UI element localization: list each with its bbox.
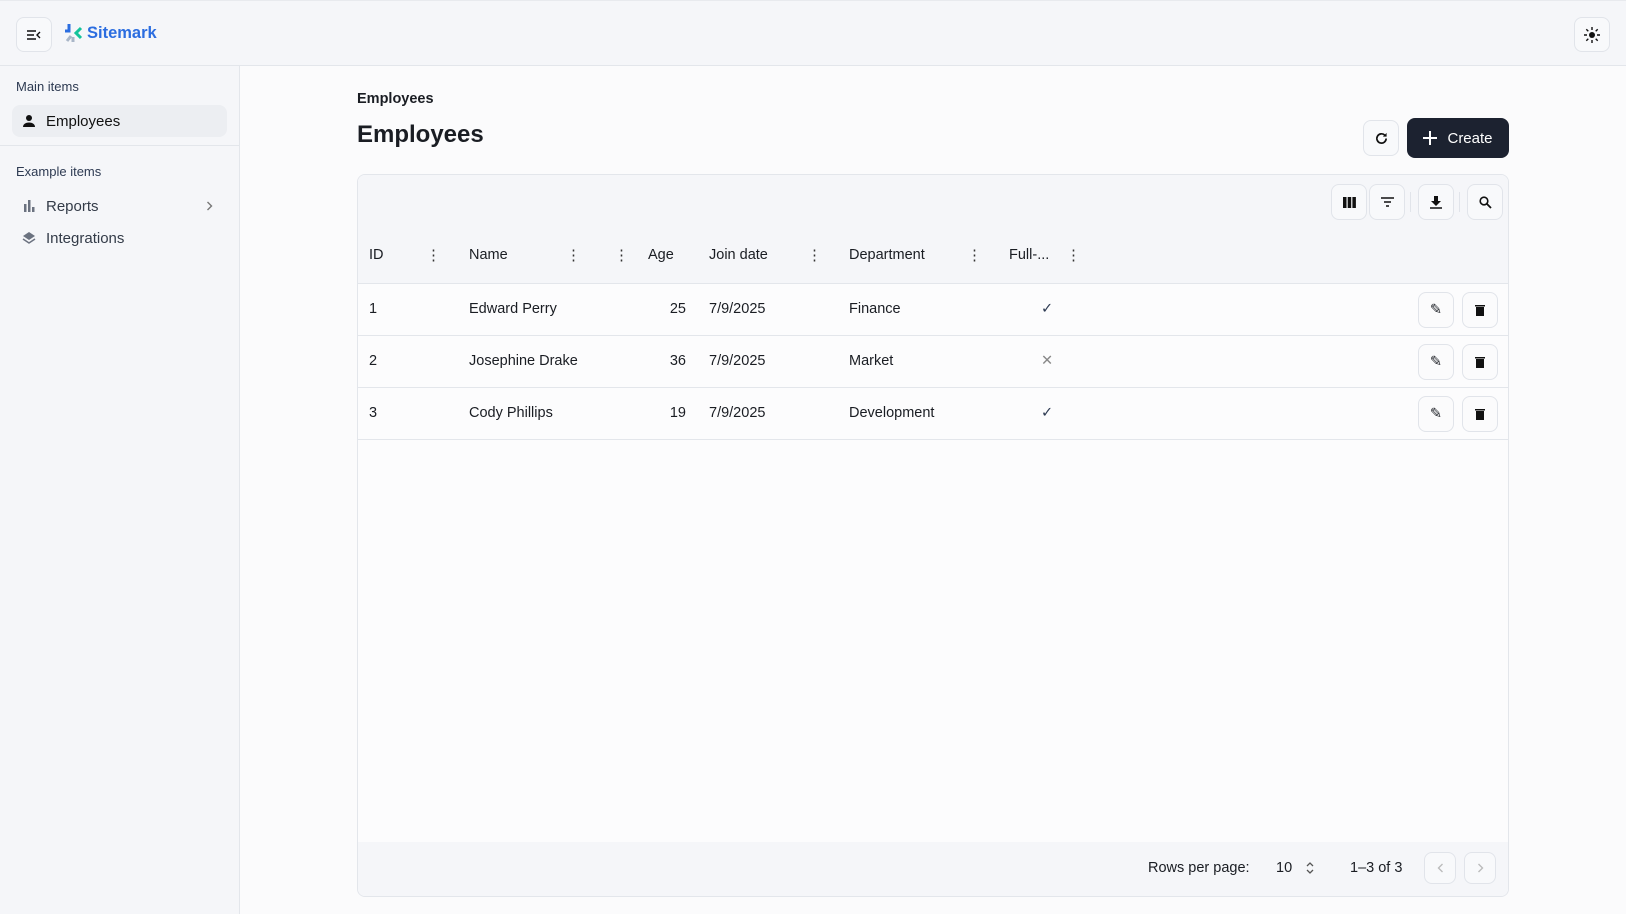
refresh-button[interactable]	[1363, 120, 1399, 156]
trash-icon	[1475, 409, 1485, 420]
toolbar-divider	[1459, 192, 1460, 212]
cell-id: 1	[369, 301, 378, 317]
brand-logo[interactable]: Sitemark	[63, 23, 157, 43]
cell-join-date: 7/9/2025	[709, 405, 766, 421]
create-button[interactable]: Create	[1407, 118, 1509, 158]
search-button[interactable]	[1467, 184, 1503, 220]
filter-button[interactable]	[1369, 184, 1405, 220]
toolbar-divider	[1410, 192, 1411, 212]
pagination-range: 1–3 of 3	[1350, 860, 1403, 876]
chevron-right-icon	[1477, 863, 1483, 873]
page-title: Employees	[357, 121, 484, 148]
delete-button[interactable]	[1462, 292, 1498, 328]
pencil-icon: ✎	[1429, 302, 1443, 318]
employees-table: ID ⋮ Name ⋮ ⋮ Age Join date ⋮ Department…	[357, 174, 1509, 897]
cell-age: 36	[669, 353, 686, 369]
sidebar-divider	[0, 145, 239, 146]
chevron-left-icon	[1437, 863, 1443, 873]
edit-button[interactable]: ✎	[1418, 292, 1454, 328]
refresh-icon	[1375, 132, 1387, 144]
column-header-name[interactable]: Name	[469, 247, 508, 263]
sidebar-item-integrations[interactable]: Integrations	[12, 222, 227, 254]
table-row[interactable]: 2 Josephine Drake 36 7/9/2025 Market ✕ ✎	[358, 336, 1508, 388]
search-icon	[1478, 195, 1492, 209]
edit-button[interactable]: ✎	[1418, 396, 1454, 432]
sidebar-item-reports[interactable]: Reports	[12, 190, 227, 222]
section-main-items: Main items	[16, 79, 79, 94]
sidebar: Main items Employees Example items Repor…	[0, 66, 240, 914]
filter-icon	[1380, 197, 1394, 207]
sidebar-item-employees[interactable]: Employees	[12, 105, 227, 137]
column-menu-icon[interactable]: ⋮	[566, 247, 581, 264]
bar-chart-icon	[24, 200, 35, 212]
column-menu-icon[interactable]: ⋮	[1066, 247, 1081, 264]
plus-icon	[1423, 131, 1438, 145]
delete-button[interactable]	[1462, 344, 1498, 380]
columns-button[interactable]	[1331, 184, 1367, 220]
previous-page-button[interactable]	[1424, 852, 1456, 884]
cell-name: Edward Perry	[469, 301, 557, 317]
rows-per-page-value: 10	[1276, 860, 1293, 876]
table-row[interactable]: 1 Edward Perry 25 7/9/2025 Finance ✓ ✎	[358, 284, 1508, 336]
cell-age: 25	[669, 301, 686, 317]
next-page-button[interactable]	[1464, 852, 1496, 884]
pencil-icon: ✎	[1429, 406, 1443, 422]
table-header: ID ⋮ Name ⋮ ⋮ Age Join date ⋮ Department…	[358, 175, 1508, 284]
pencil-icon: ✎	[1429, 354, 1443, 370]
sun-icon	[1584, 26, 1600, 43]
columns-icon	[1342, 196, 1356, 208]
create-label: Create	[1447, 129, 1493, 147]
cell-department: Market	[849, 353, 894, 369]
column-header-department[interactable]: Department	[849, 247, 925, 263]
cell-age: 19	[669, 405, 686, 421]
column-menu-icon[interactable]: ⋮	[967, 247, 982, 264]
chevron-right-icon	[207, 201, 213, 211]
export-button[interactable]	[1418, 184, 1454, 220]
column-header-id[interactable]: ID	[369, 247, 384, 263]
sidebar-item-label: Employees	[46, 112, 121, 130]
delete-button[interactable]	[1462, 396, 1498, 432]
cell-department: Finance	[849, 301, 901, 317]
brand-name: Sitemark	[87, 23, 157, 42]
trash-icon	[1475, 305, 1485, 316]
edit-button[interactable]: ✎	[1418, 344, 1454, 380]
sitemark-logo-icon	[65, 24, 83, 42]
theme-toggle-button[interactable]	[1574, 17, 1610, 52]
person-icon	[23, 115, 35, 127]
app-header: Sitemark	[0, 0, 1626, 66]
trash-icon	[1475, 357, 1485, 368]
cell-join-date: 7/9/2025	[709, 353, 766, 369]
column-menu-icon[interactable]: ⋮	[807, 247, 822, 264]
rows-per-page-select[interactable]: 10	[1276, 860, 1314, 876]
cell-join-date: 7/9/2025	[709, 301, 766, 317]
check-icon: ✓	[1041, 301, 1054, 317]
check-icon: ✓	[1041, 405, 1054, 421]
cell-name: Cody Phillips	[469, 405, 553, 421]
cell-id: 3	[369, 405, 378, 421]
column-header-join-date[interactable]: Join date	[709, 247, 768, 263]
unfold-icon	[1306, 862, 1314, 874]
table-footer: Rows per page: 10 1–3 of 3	[358, 842, 1508, 896]
collapse-menu-button[interactable]	[16, 17, 52, 52]
sidebar-item-label: Reports	[46, 197, 99, 215]
column-header-full-time[interactable]: Full-...	[1009, 247, 1050, 263]
download-icon	[1430, 195, 1442, 209]
column-header-age[interactable]: Age	[648, 247, 674, 263]
sidebar-item-label: Integrations	[46, 229, 125, 247]
cell-id: 2	[369, 353, 378, 369]
cell-department: Development	[849, 405, 935, 421]
section-example-items: Example items	[16, 164, 102, 179]
menu-collapse-icon	[27, 29, 41, 40]
close-icon: ✕	[1041, 353, 1054, 369]
column-menu-icon[interactable]: ⋮	[614, 247, 629, 264]
column-menu-icon[interactable]: ⋮	[426, 247, 441, 264]
layers-icon	[22, 232, 36, 244]
cell-name: Josephine Drake	[469, 353, 578, 369]
breadcrumb[interactable]: Employees	[357, 91, 434, 107]
rows-per-page-label: Rows per page:	[1148, 860, 1250, 876]
table-row[interactable]: 3 Cody Phillips 19 7/9/2025 Development …	[358, 388, 1508, 440]
